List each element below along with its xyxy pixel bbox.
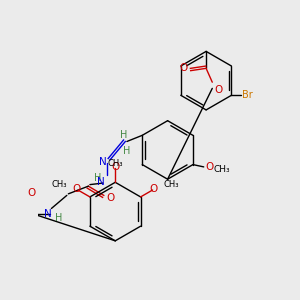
Text: O: O (150, 184, 158, 194)
Text: O: O (111, 162, 119, 172)
Text: CH₃: CH₃ (107, 159, 123, 168)
Text: O: O (205, 162, 214, 172)
Text: Br: Br (242, 90, 253, 100)
Text: N: N (97, 176, 104, 187)
Text: H: H (56, 214, 63, 224)
Text: O: O (106, 193, 114, 203)
Text: O: O (72, 184, 81, 194)
Text: O: O (179, 63, 188, 73)
Text: H: H (120, 130, 127, 140)
Text: H: H (123, 146, 130, 156)
Text: N: N (44, 209, 51, 219)
Text: CH₃: CH₃ (214, 165, 230, 174)
Text: N: N (99, 157, 107, 166)
Text: CH₃: CH₃ (164, 180, 179, 189)
Text: O: O (214, 85, 223, 94)
Text: O: O (27, 188, 35, 198)
Text: H: H (94, 173, 101, 184)
Text: CH₃: CH₃ (52, 180, 67, 189)
